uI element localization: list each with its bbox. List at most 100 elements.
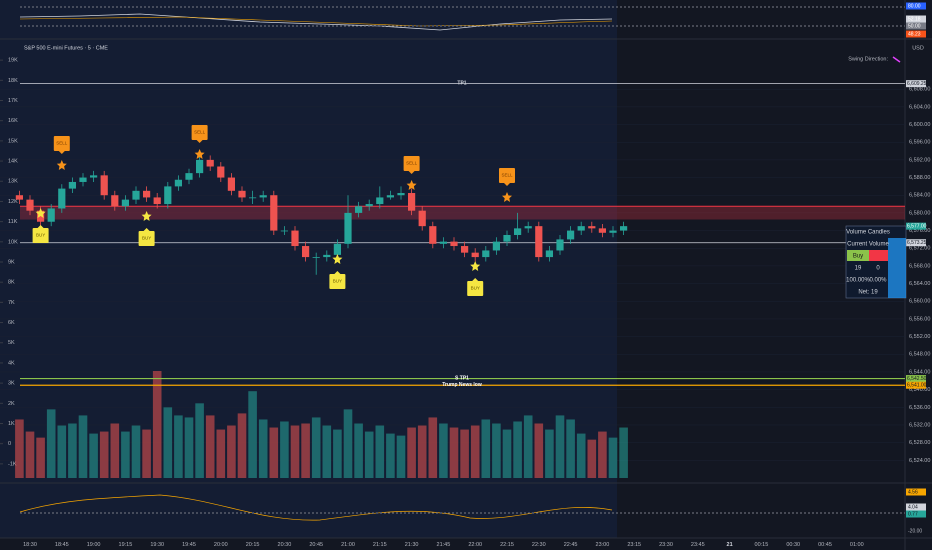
volume-bar [311, 417, 321, 478]
x-tick-label: 00:45 [818, 542, 832, 548]
table-cell: 19 [855, 266, 862, 272]
volume-bar [375, 425, 385, 478]
y-tick-label: 6,552.00 [909, 334, 930, 340]
level-price: 6,542.50 [907, 376, 927, 382]
volume-bar [269, 427, 279, 478]
candle-body [249, 197, 257, 199]
level-name: S TP1 [455, 375, 469, 381]
y2-tick-label: 18K [8, 78, 18, 84]
volume-bar [237, 413, 247, 478]
volume-bar [460, 429, 469, 478]
candle-body [79, 177, 87, 182]
volume-bar [131, 425, 141, 478]
signal-label: SELL [194, 130, 206, 135]
volume-bar [163, 407, 173, 478]
signal-pointer [37, 225, 44, 228]
panel-label-box [906, 30, 926, 38]
last-price-label: 6,577.00 [907, 223, 927, 229]
y2-tick-label: 17K [8, 98, 18, 104]
y2-tick-label: 15K [8, 138, 18, 144]
candle-body [323, 254, 331, 258]
signal-pointer [143, 228, 150, 231]
y2-tick-label: 13K [8, 179, 18, 185]
x-tick-label: 21:00 [341, 542, 355, 548]
panel-label: -20.00 [908, 528, 922, 534]
signal-label: BUY [333, 279, 342, 284]
swing-annotation: Swing Direction: [848, 56, 888, 62]
volume-bar [608, 437, 618, 478]
x-tick-label: 20:30 [278, 542, 292, 548]
y-tick-label: 6,548.00 [909, 352, 930, 358]
candle-body [514, 228, 522, 235]
top-signal-line [19, 16, 613, 27]
x-tick-label: 23:00 [596, 542, 610, 548]
volume-bar [386, 433, 395, 478]
signal-pointer [504, 183, 510, 186]
level-price-box [906, 381, 926, 389]
signal-box [32, 228, 49, 243]
volume-bar [290, 425, 300, 478]
volume-bar [301, 423, 310, 478]
volume-bar [195, 403, 204, 478]
signal-star [141, 211, 152, 221]
x-tick-label: 00:15 [755, 542, 769, 548]
level-name: TP1 [457, 80, 466, 86]
volume-bar [364, 431, 374, 478]
volume-bar [15, 419, 24, 478]
candle-body [111, 195, 119, 207]
x-tick-label: 18:30 [23, 542, 37, 548]
panel-label: 0.77 [908, 511, 918, 517]
x-tick-label: 22:15 [500, 542, 514, 548]
volume-bar [152, 371, 162, 478]
candle-body [217, 166, 225, 178]
panel-label-box [906, 2, 926, 10]
volume-bar [598, 431, 607, 478]
candle-body [153, 197, 161, 205]
y2-tick-label: 7K [8, 300, 15, 306]
y2-tick-label: 5K [8, 340, 15, 346]
y2-tick-label: 2K [8, 401, 15, 407]
signal-pointer [58, 151, 65, 154]
x-tick-label: 01:00 [850, 542, 864, 548]
x-tick-label: 22:00 [468, 542, 482, 548]
y2-tick-label: 9K [8, 259, 15, 265]
volume-bar [396, 435, 406, 478]
candle-body [227, 177, 235, 191]
candle-body [270, 195, 278, 231]
volume-bar [428, 417, 438, 478]
x-tick-label: 21 [727, 542, 733, 548]
x-tick-label: 23:30 [659, 542, 673, 548]
candle-body [588, 226, 596, 229]
volume-bar [121, 431, 130, 478]
y2-tick-label: -1K [8, 461, 17, 467]
candle-body [492, 241, 500, 251]
volume-bar [258, 419, 268, 478]
candle-body [545, 250, 553, 258]
volume-bar [333, 429, 342, 478]
volume-bar [99, 431, 109, 478]
candle-body [164, 186, 172, 205]
candle-body [482, 250, 490, 258]
volume-bar [68, 423, 77, 478]
x-tick-label: 19:45 [182, 542, 196, 548]
panel-label: 50.00 [908, 23, 921, 29]
volume-bar [587, 439, 597, 478]
volume-bar [545, 429, 554, 478]
candle-body [185, 173, 193, 180]
volume-bar [184, 417, 194, 478]
signal-star [470, 261, 481, 271]
level-price: 6,541.00 [907, 383, 927, 389]
candle-body [312, 257, 320, 258]
panel-label-box [906, 488, 926, 496]
table-header: Current Volume [847, 242, 889, 248]
signal-box [329, 274, 346, 289]
candle-body [302, 246, 310, 258]
volume-bar [248, 391, 257, 478]
table-cell: 0 [876, 266, 880, 272]
candle-body [15, 195, 23, 200]
signal-box [467, 281, 484, 296]
volume-bar [534, 423, 544, 478]
candle-body [344, 212, 352, 244]
level-price: 6,609.25 [907, 81, 927, 87]
x-tick-label: 19:30 [150, 542, 164, 548]
